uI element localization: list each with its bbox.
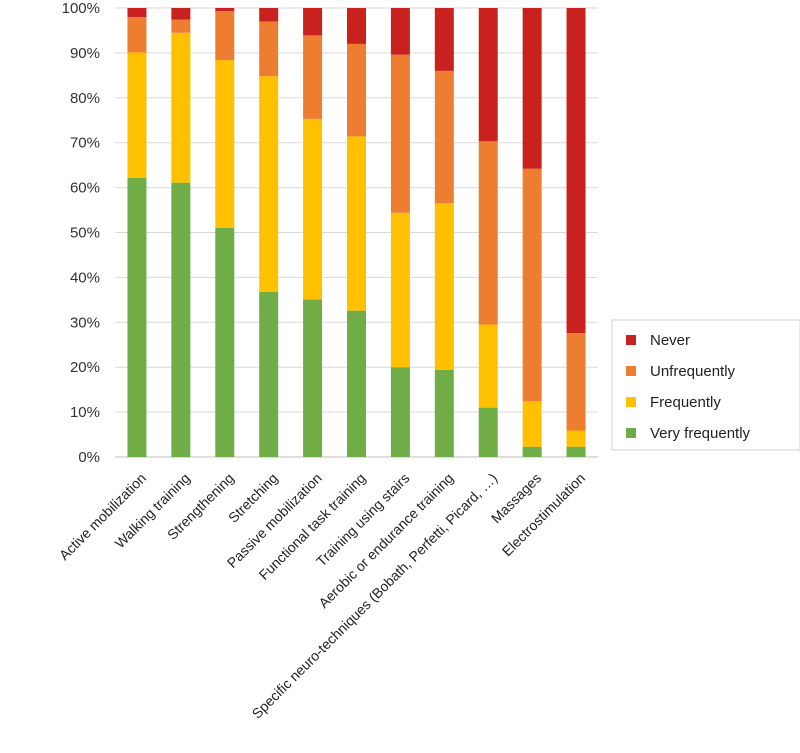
y-tick-label: 50% — [70, 225, 100, 242]
bar-segment-unfrequently — [478, 141, 498, 325]
bar-segment-never — [347, 8, 366, 44]
bar-segment-unfrequently — [215, 11, 235, 61]
bar-segment-unfrequently — [127, 16, 147, 53]
legend-swatch-very-frequently — [626, 428, 636, 438]
bar-segment-very-frequently — [171, 182, 191, 457]
bar-segment-unfrequently — [390, 54, 410, 213]
bar-segment-very-frequently — [478, 407, 498, 457]
bar-segment-unfrequently — [434, 70, 454, 204]
legend-swatch-frequently — [626, 397, 636, 407]
bar-segment-never — [303, 8, 323, 36]
bar-segment-unfrequently — [522, 168, 542, 402]
bar-segment-never — [171, 8, 191, 20]
y-tick-label: 0% — [78, 449, 100, 466]
bar-segment-very-frequently — [522, 446, 542, 457]
bar-segment-never — [566, 8, 586, 334]
bar-segment-very-frequently — [127, 177, 147, 458]
bar-segment-very-frequently — [259, 291, 279, 457]
legend-label: Very frequently — [650, 425, 751, 442]
legend-swatch-never — [626, 335, 636, 345]
bar-segment-never — [127, 8, 147, 17]
bar-segment-very-frequently — [434, 369, 454, 457]
y-tick-label: 80% — [70, 90, 100, 107]
legend-box — [611, 319, 800, 451]
bar-segment-unfrequently — [259, 21, 279, 77]
bar-segment-frequently — [522, 401, 542, 447]
legend-label: Unfrequently — [650, 363, 736, 380]
bar-segment-frequently — [127, 52, 147, 178]
bar-segment-never — [390, 8, 410, 55]
bar-segment-frequently — [171, 32, 191, 183]
bar-segment-never — [215, 8, 235, 12]
bar-segment-frequently — [390, 212, 410, 368]
bar-segment-frequently — [434, 203, 454, 370]
y-tick-label: 20% — [70, 359, 100, 376]
y-axis-ticks: 0% 10% 20% 30% 40% 50% 60% 70% 80% 90% 100% — [62, 0, 100, 466]
y-tick-label: 100% — [62, 0, 100, 17]
y-tick-label: 70% — [70, 135, 100, 152]
bar-segment-unfrequently — [347, 43, 366, 137]
y-tick-label: 90% — [70, 45, 100, 62]
legend: Never Unfrequently Frequently Very frequent… — [611, 319, 800, 451]
bar-segment-very-frequently — [566, 446, 586, 457]
y-tick-label: 60% — [70, 180, 100, 197]
y-tick-label: 10% — [70, 404, 100, 421]
bar-segment-never — [434, 8, 454, 71]
bar-segment-very-frequently — [215, 228, 235, 457]
bar-segment-unfrequently — [171, 19, 191, 33]
legend-swatch-unfrequently — [626, 366, 636, 376]
bar-segment-unfrequently — [566, 333, 586, 431]
bar-segment-unfrequently — [303, 35, 323, 119]
bar-segment-never — [522, 8, 542, 169]
bar-segment-very-frequently — [303, 299, 323, 457]
bar-segment-frequently — [347, 136, 366, 311]
bars — [127, 8, 586, 458]
y-tick-label: 30% — [70, 314, 100, 331]
bar-segment-very-frequently — [390, 367, 410, 457]
bar-segment-very-frequently — [347, 310, 366, 457]
bar-segment-frequently — [259, 76, 279, 292]
x-category-label: Walking training — [112, 470, 193, 551]
bar-segment-frequently — [478, 324, 498, 408]
y-tick-label: 40% — [70, 269, 100, 286]
x-category-label: Electrostimulation — [499, 470, 588, 559]
bar-segment-frequently — [303, 118, 323, 300]
bar-segment-frequently — [566, 430, 586, 447]
bar-segment-frequently — [215, 60, 235, 229]
legend-label: Never — [650, 332, 690, 349]
legend-label: Frequently — [650, 394, 721, 411]
bar-segment-never — [478, 8, 498, 142]
bar-segment-never — [259, 8, 279, 22]
